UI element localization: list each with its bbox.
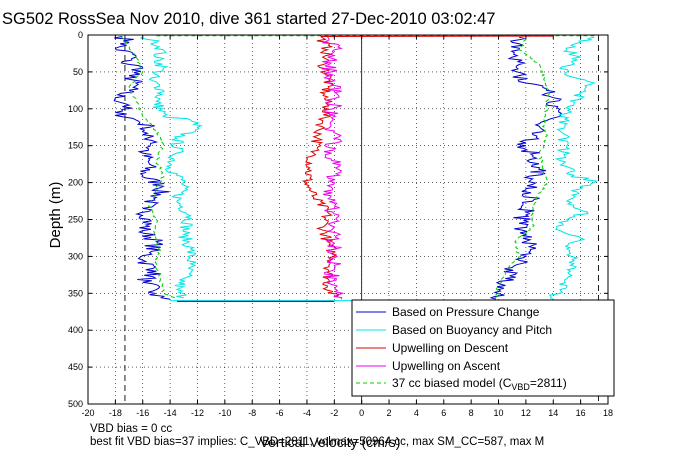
x-tick-label: -18 (109, 408, 122, 418)
x-tick-label: -12 (191, 408, 204, 418)
x-tick-label: -6 (276, 408, 284, 418)
y-tick-label: 200 (68, 178, 83, 188)
x-tick-label: -20 (81, 408, 94, 418)
series-pressure-change-ascent (489, 36, 563, 300)
x-axis-label: Vertical Velocity (cm/s) (260, 434, 401, 450)
series-biased-model-ascent (494, 36, 550, 300)
y-tick-label: 300 (68, 251, 83, 261)
y-tick-label: 450 (68, 362, 83, 372)
x-tick-label: 2 (387, 408, 392, 418)
x-tick-label: -8 (248, 408, 256, 418)
x-tick-label: -10 (218, 408, 231, 418)
y-tick-label: 50 (73, 67, 83, 77)
y-axis-label: Depth (m) (47, 182, 64, 249)
y-tick-label: 400 (68, 325, 83, 335)
tick-layer: -20 -18 -16 -14 -12 -10 -8 -6 -4 -2 0 2 4 6 8 10 12 14 16 1… (68, 30, 613, 418)
annotation-vbd-bias: VBD bias = 0 cc (90, 423, 172, 435)
legend-label-upwelling-ascent: Upwelling on Ascent (392, 359, 501, 373)
x-tick-label: -14 (164, 408, 177, 418)
y-tick-label: 0 (78, 30, 83, 40)
y-tick-label: 150 (68, 141, 83, 151)
x-tick-label: 0 (359, 408, 364, 418)
x-tick-label: 6 (441, 408, 446, 418)
legend-box (351, 299, 615, 397)
x-tick-label: 12 (521, 408, 531, 418)
series-buoyancy-pitch-descent (139, 36, 203, 299)
x-tick-label: 18 (603, 408, 613, 418)
legend-label-pressure: Based on Pressure Change (392, 305, 540, 319)
legend-label-upwelling-descent: Upwelling on Descent (392, 341, 509, 355)
legend-label-buoyancy: Based on Buoyancy and Pitch (392, 323, 552, 337)
annotation-best-fit: best fit VBD bias=37 implies: C_VBD=2811… (90, 436, 544, 448)
y-tick-label: 100 (68, 104, 83, 114)
x-tick-label: 16 (576, 408, 586, 418)
x-tick-label: 10 (494, 408, 504, 418)
y-tick-label: 250 (68, 215, 83, 225)
x-tick-label: 8 (469, 408, 474, 418)
y-tick-label: 500 (68, 399, 83, 409)
legend-label-biased-model: 37 cc biased model (CVBD=2811) (392, 376, 567, 392)
x-tick-label: -2 (330, 408, 338, 418)
x-tick-label: -4 (303, 408, 311, 418)
chart-title: SG502 RossSea Nov 2010, dive 361 started… (2, 10, 496, 28)
series-buoyancy-pitch-ascent (548, 36, 599, 300)
x-tick-label: 14 (548, 408, 558, 418)
x-tick-label: -16 (136, 408, 149, 418)
legend: Based on Pressure Change Based on Buoyan… (351, 299, 615, 397)
y-tick-label: 350 (68, 288, 83, 298)
series-upwelling-descent-descent (301, 36, 339, 298)
series-upwelling-ascent-ascent (321, 36, 345, 300)
x-tick-label: 4 (414, 408, 419, 418)
series-pressure-change-descent (113, 36, 171, 300)
